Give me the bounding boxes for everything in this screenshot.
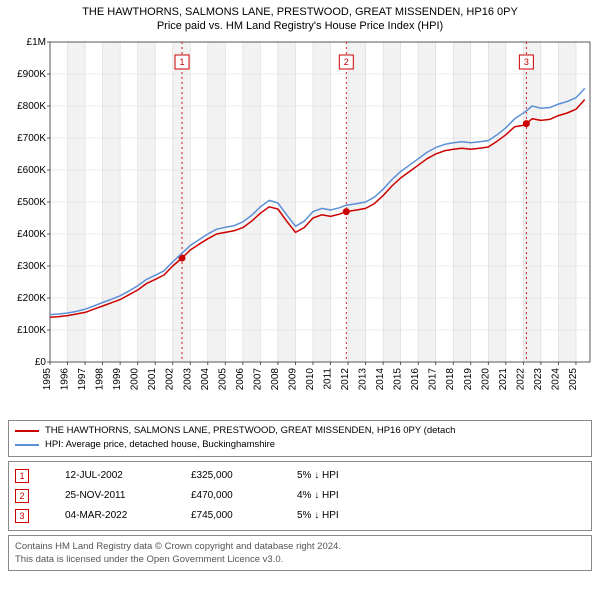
event-marker: 2: [15, 489, 29, 503]
svg-text:1997: 1997: [77, 368, 88, 391]
event-delta: 5% ↓ HPI: [297, 510, 377, 521]
svg-text:2: 2: [344, 57, 349, 67]
event-row: 3 04-MAR-2022 £745,000 5% ↓ HPI: [15, 506, 585, 526]
svg-text:2001: 2001: [147, 368, 158, 391]
svg-text:1996: 1996: [60, 368, 71, 391]
line-chart: £0 £100K £200K £300K £400K £500K £600K £700K £80…: [4, 36, 596, 416]
svg-text:2005: 2005: [217, 368, 228, 391]
event-delta: 5% ↓ HPI: [297, 470, 377, 481]
legend-label: HPI: Average price, detached house, Buck…: [45, 438, 275, 452]
legend-box: THE HAWTHORNS, SALMONS LANE, PRESTWOOD, …: [8, 420, 592, 457]
legend-row: HPI: Average price, detached house, Buck…: [15, 438, 585, 452]
svg-text:2014: 2014: [375, 368, 386, 391]
title-block: THE HAWTHORNS, SALMONS LANE, PRESTWOOD, …: [4, 6, 596, 32]
svg-text:2009: 2009: [287, 368, 298, 391]
event-row: 1 12-JUL-2002 £325,000 5% ↓ HPI: [15, 466, 585, 486]
svg-text:£800K: £800K: [17, 101, 46, 112]
svg-text:2015: 2015: [393, 368, 404, 391]
svg-text:2017: 2017: [428, 368, 439, 391]
event-delta: 4% ↓ HPI: [297, 490, 377, 501]
svg-text:2023: 2023: [533, 368, 544, 391]
svg-text:2019: 2019: [463, 368, 474, 391]
chart-container: THE HAWTHORNS, SALMONS LANE, PRESTWOOD, …: [0, 0, 600, 575]
chart-area: £0 £100K £200K £300K £400K £500K £600K £700K £80…: [4, 36, 596, 416]
svg-text:2006: 2006: [235, 368, 246, 391]
svg-text:2007: 2007: [252, 368, 263, 391]
event-date: 25-NOV-2011: [65, 490, 155, 501]
svg-text:2000: 2000: [130, 368, 141, 391]
event-date: 12-JUL-2002: [65, 470, 155, 481]
event-price: £745,000: [191, 510, 261, 521]
attribution-line-1: Contains HM Land Registry data © Crown c…: [15, 540, 585, 553]
svg-text:2024: 2024: [550, 368, 561, 391]
svg-text:2013: 2013: [358, 368, 369, 391]
svg-text:2018: 2018: [445, 368, 456, 391]
event-price: £325,000: [191, 470, 261, 481]
event-marker: 1: [15, 469, 29, 483]
svg-text:2011: 2011: [323, 368, 334, 390]
legend-label: THE HAWTHORNS, SALMONS LANE, PRESTWOOD, …: [45, 424, 455, 438]
svg-text:£300K: £300K: [17, 261, 46, 272]
svg-text:1995: 1995: [42, 368, 53, 391]
attribution-line-2: This data is licensed under the Open Gov…: [15, 553, 585, 566]
svg-text:2004: 2004: [200, 368, 211, 391]
svg-text:2022: 2022: [515, 368, 526, 391]
svg-text:2020: 2020: [480, 368, 491, 391]
legend-swatch: [15, 444, 39, 446]
events-box: 1 12-JUL-2002 £325,000 5% ↓ HPI 2 25-NOV-2011…: [8, 461, 592, 531]
svg-text:£500K: £500K: [17, 197, 46, 208]
svg-text:2008: 2008: [270, 368, 281, 391]
svg-text:£0: £0: [35, 357, 47, 368]
svg-text:£400K: £400K: [17, 229, 46, 240]
svg-text:£1M: £1M: [27, 37, 46, 48]
attribution-box: Contains HM Land Registry data © Crown c…: [8, 535, 592, 572]
event-marker: 3: [15, 509, 29, 523]
svg-text:£600K: £600K: [17, 165, 46, 176]
event-price: £470,000: [191, 490, 261, 501]
svg-text:£100K: £100K: [17, 325, 46, 336]
svg-text:2012: 2012: [340, 368, 351, 391]
svg-text:1: 1: [180, 57, 185, 67]
event-row: 2 25-NOV-2011 £470,000 4% ↓ HPI: [15, 486, 585, 506]
svg-text:1998: 1998: [95, 368, 106, 391]
svg-text:£700K: £700K: [17, 133, 46, 144]
legend-swatch: [15, 430, 39, 432]
event-date: 04-MAR-2022: [65, 510, 155, 521]
svg-text:2003: 2003: [182, 368, 193, 391]
svg-text:3: 3: [524, 57, 529, 67]
title-line-2: Price paid vs. HM Land Registry's House …: [4, 20, 596, 32]
svg-text:2021: 2021: [498, 368, 509, 391]
svg-text:£900K: £900K: [17, 69, 46, 80]
legend-row: THE HAWTHORNS, SALMONS LANE, PRESTWOOD, …: [15, 424, 585, 438]
svg-text:2016: 2016: [410, 368, 421, 391]
svg-text:1999: 1999: [112, 368, 123, 391]
svg-text:2002: 2002: [165, 368, 176, 391]
svg-text:2025: 2025: [568, 368, 579, 391]
title-line-1: THE HAWTHORNS, SALMONS LANE, PRESTWOOD, …: [4, 6, 596, 18]
svg-text:£200K: £200K: [17, 293, 46, 304]
svg-text:2010: 2010: [305, 368, 316, 391]
